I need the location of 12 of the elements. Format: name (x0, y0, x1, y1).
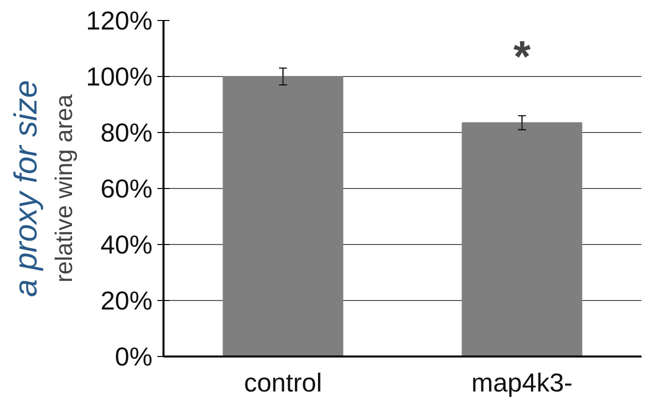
y-tick-label: 40% (100, 230, 153, 260)
y-tick-label: 80% (100, 118, 153, 148)
y-tick-label: 120% (86, 6, 152, 36)
y-tick-label: 60% (100, 174, 153, 204)
y-tick-label: 0% (114, 342, 152, 372)
x-tick-label: map4k3- (471, 368, 573, 398)
y-tick-label: 100% (86, 62, 152, 92)
x-tick-label: control (244, 368, 322, 398)
text: a proxy for size (8, 80, 44, 297)
y-tick-label: 20% (100, 286, 153, 316)
annotation: * (513, 32, 532, 82)
y-axis-title: relative wing area (51, 94, 78, 283)
